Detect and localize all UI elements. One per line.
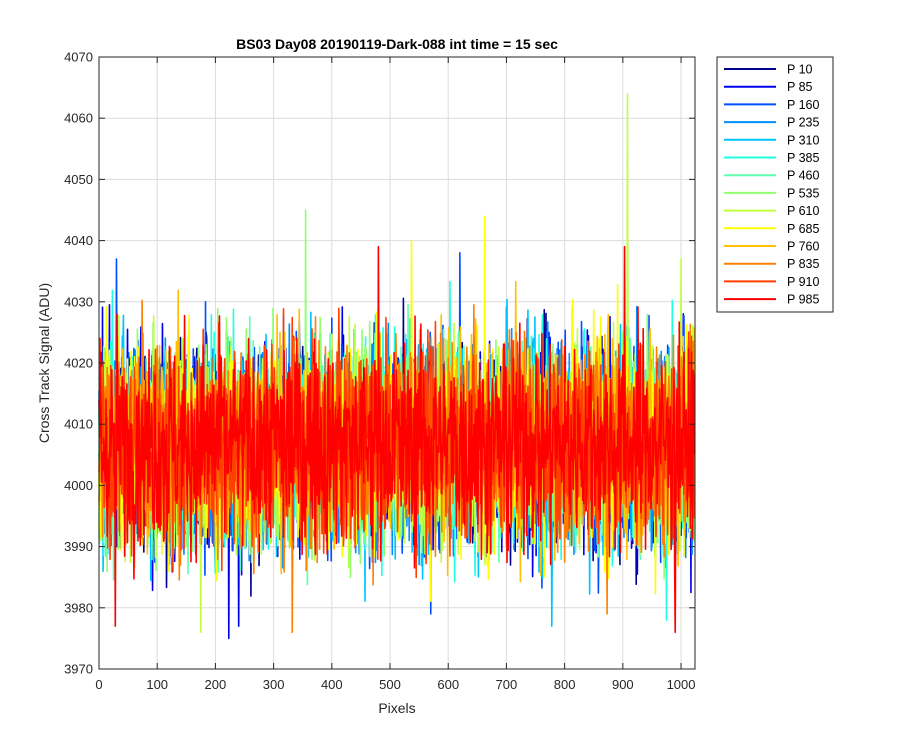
legend-entry: P 535: [787, 186, 819, 200]
y-tick-label: 4010: [64, 417, 93, 432]
x-tick-label: 500: [379, 677, 401, 692]
x-tick-label: 300: [263, 677, 285, 692]
y-tick-label: 4060: [64, 111, 93, 126]
y-tick-label: 4020: [64, 356, 93, 371]
y-tick-label: 4000: [64, 478, 93, 493]
series-line-p985: [98, 245, 696, 634]
legend-entry: P 685: [787, 222, 819, 236]
legend-entry: P 460: [787, 169, 819, 183]
series-layer: [98, 92, 696, 640]
y-tick-label: 3980: [64, 600, 93, 615]
legend-entry: P 835: [787, 257, 819, 271]
legend-entry: P 160: [787, 98, 819, 112]
x-tick-label: 900: [612, 677, 634, 692]
legend-entry: P 985: [787, 293, 819, 307]
y-axis-label: Cross Track Signal (ADU): [36, 283, 52, 443]
legend-entry: P 610: [787, 204, 819, 218]
x-tick-label: 700: [496, 677, 518, 692]
y-tick-label: 3990: [64, 539, 93, 554]
legend: P 10 P 85 P 160 P 235 P 310 P 385 P 460 P 535 P …: [716, 56, 834, 313]
x-axis-label: Pixels: [378, 700, 415, 716]
x-tick-label: 800: [554, 677, 576, 692]
x-tick-label: 400: [321, 677, 343, 692]
legend-entry: P 385: [787, 151, 819, 165]
legend-entry: P 310: [787, 133, 819, 147]
legend-entry: P 910: [787, 275, 819, 289]
x-tick-label: 0: [95, 677, 102, 692]
y-tick-label: 4040: [64, 233, 93, 248]
legend-entry: P 10: [787, 63, 813, 77]
x-tick-label: 600: [437, 677, 459, 692]
x-tick-label: 200: [205, 677, 227, 692]
ticks: 0 100 200 300 400 500 600 700 800 900 1000 3970 3980…: [64, 50, 695, 693]
y-tick-label: 4070: [64, 50, 93, 65]
y-tick-label: 4030: [64, 294, 93, 309]
y-tick-label: 3970: [64, 662, 93, 677]
legend-box: [716, 56, 834, 313]
legend-entry: P 760: [787, 240, 819, 254]
legend-entry: P 235: [787, 116, 819, 130]
chart-title: BS03 Day08 20190119-Dark-088 int time = …: [236, 36, 558, 52]
x-tick-label: 1000: [667, 677, 696, 692]
legend-entry: P 85: [787, 80, 813, 94]
y-tick-label: 4050: [64, 172, 93, 187]
x-tick-label: 100: [146, 677, 168, 692]
